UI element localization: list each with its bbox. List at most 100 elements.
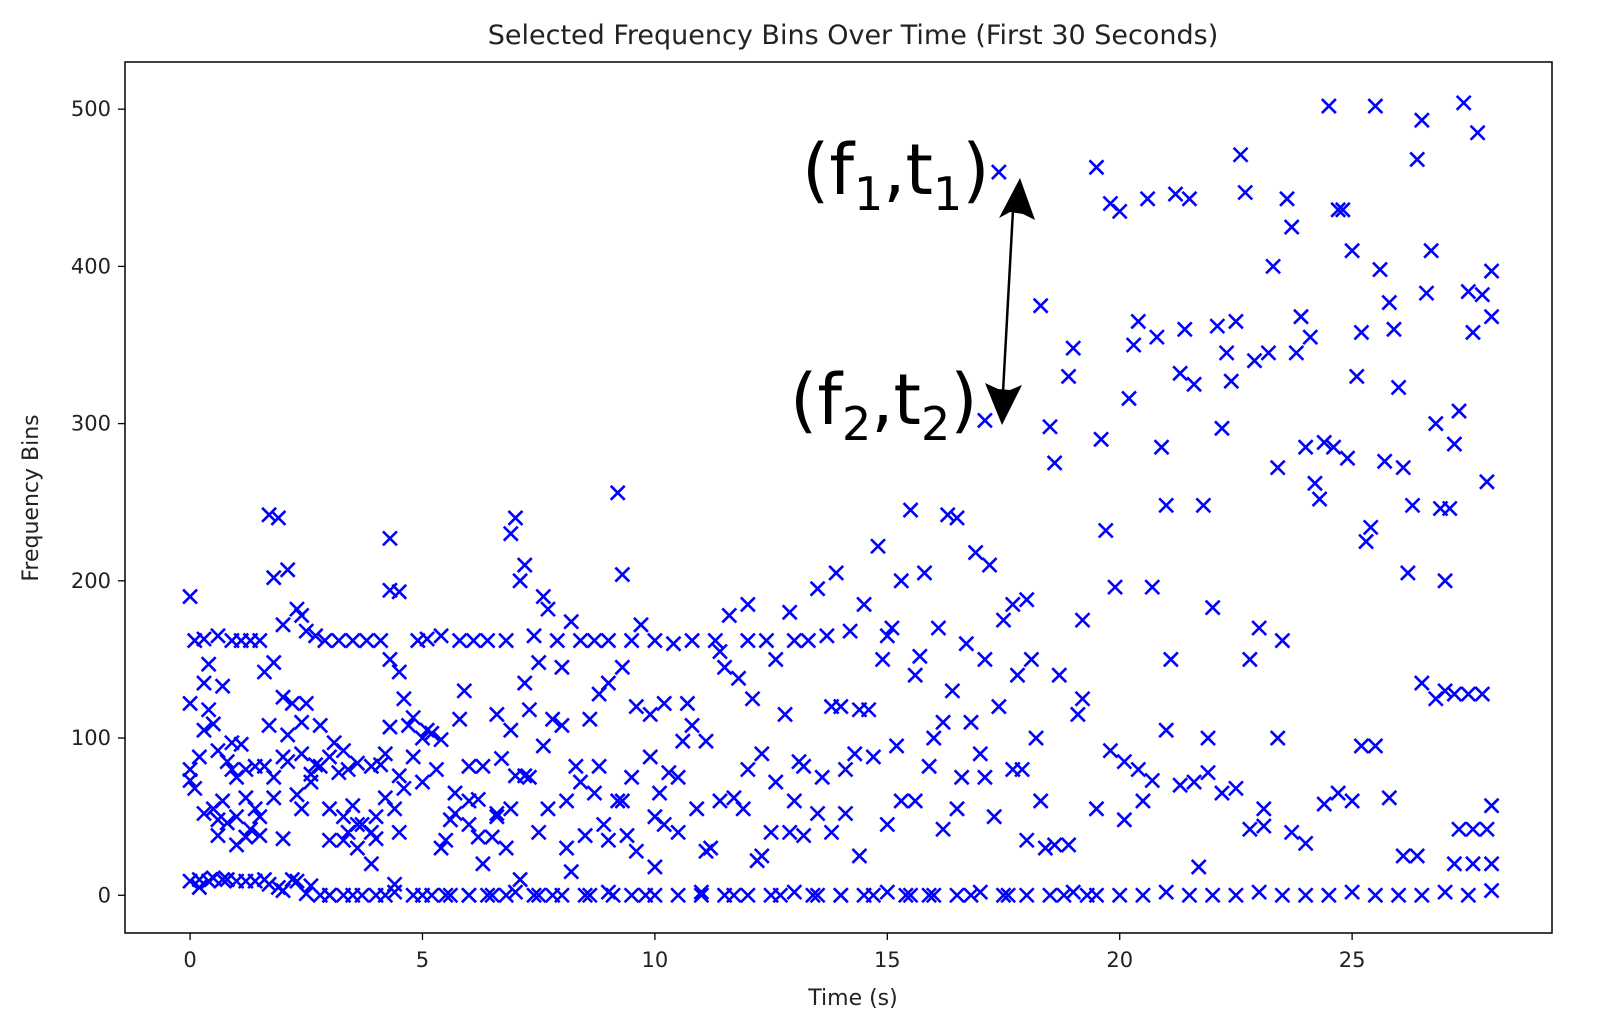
- data-point: [223, 761, 240, 778]
- data-point: [1162, 651, 1179, 668]
- x-tick-label: 0: [183, 948, 196, 972]
- data-point: [976, 769, 993, 786]
- data-point: [242, 821, 259, 838]
- data-point: [1195, 497, 1212, 514]
- data-point: [870, 538, 886, 555]
- data-point: [512, 572, 529, 589]
- data-point: [186, 780, 203, 797]
- data-point: [196, 722, 212, 739]
- data-point: [1218, 344, 1235, 361]
- data-point: [1204, 599, 1221, 616]
- data-point: [767, 774, 784, 790]
- data-point: [358, 632, 375, 649]
- data-point: [1176, 321, 1193, 338]
- data-point: [614, 566, 631, 583]
- data-point: [498, 632, 515, 649]
- data-point: [911, 648, 928, 665]
- data-point: [670, 769, 687, 786]
- data-point: [795, 827, 812, 844]
- data-point: [1353, 324, 1370, 341]
- data-point: [196, 675, 212, 691]
- data-point: [205, 715, 222, 732]
- data-point: [646, 632, 663, 649]
- data-point: [1093, 431, 1110, 448]
- data-point: [1339, 450, 1356, 467]
- data-point: [349, 755, 366, 772]
- data-point: [995, 887, 1012, 904]
- data-point: [1018, 887, 1035, 904]
- data-point: [1423, 242, 1440, 259]
- data-point: [972, 884, 989, 901]
- data-point: [949, 800, 965, 817]
- data-point: [344, 632, 361, 649]
- data-point: [502, 722, 519, 739]
- data-point: [1483, 308, 1500, 325]
- data-point: [609, 793, 626, 809]
- data-point: [1074, 690, 1091, 707]
- data-point: [419, 722, 436, 739]
- data-point: [1320, 887, 1337, 904]
- data-point: [279, 561, 296, 578]
- data-point: [1125, 337, 1142, 353]
- data-point: [1441, 500, 1458, 517]
- data-point: [753, 745, 770, 762]
- data-point: [939, 506, 956, 523]
- data-point: [382, 719, 398, 735]
- data-point: [279, 753, 296, 770]
- data-point: [516, 675, 533, 691]
- data-point: [182, 588, 198, 605]
- data-point: [1153, 439, 1170, 456]
- data-point: [935, 714, 952, 731]
- data-point: [1451, 821, 1467, 838]
- data-point: [1302, 329, 1319, 346]
- data-point: [251, 808, 268, 825]
- data-point: [656, 695, 673, 712]
- data-point: [419, 631, 436, 647]
- data-point: [1111, 203, 1128, 220]
- data-point: [265, 769, 282, 786]
- data-point: [1279, 190, 1295, 207]
- data-point: [558, 793, 575, 809]
- data-point: [990, 698, 1007, 715]
- data-point: [921, 758, 938, 775]
- svg-text:(f1,t1): (f1,t1): [802, 129, 990, 221]
- data-point: [1088, 800, 1105, 817]
- data-point: [237, 761, 254, 778]
- y-tick-label: 100: [71, 726, 111, 750]
- data-point: [502, 525, 519, 542]
- data-point: [1260, 344, 1277, 361]
- data-point: [739, 596, 756, 613]
- data-point: [1367, 98, 1384, 114]
- y-tick-label: 500: [71, 97, 111, 121]
- data-point: [228, 873, 245, 890]
- data-point: [739, 632, 756, 649]
- data-point: [795, 758, 812, 775]
- data-point: [1042, 887, 1058, 904]
- data-point: [1427, 415, 1444, 432]
- data-point: [567, 758, 584, 775]
- data-point: [1330, 201, 1347, 218]
- data-point: [1265, 258, 1282, 275]
- data-point: [656, 816, 673, 833]
- annotation-arrow: [985, 178, 1035, 425]
- data-point: [963, 714, 979, 731]
- data-point: [1446, 686, 1463, 702]
- data-point: [591, 758, 608, 775]
- data-point: [275, 830, 291, 847]
- data-point: [884, 620, 900, 636]
- data-point: [1209, 318, 1226, 335]
- data-point: [1283, 824, 1300, 841]
- data-point: [1320, 98, 1337, 114]
- x-tick-label: 20: [1106, 948, 1133, 972]
- data-point: [670, 887, 687, 904]
- data-point: [967, 544, 984, 561]
- data-point: [516, 767, 533, 784]
- data-point: [832, 887, 849, 904]
- data-point: [684, 632, 701, 649]
- data-point: [958, 635, 975, 652]
- data-point: [758, 632, 775, 649]
- data-point: [298, 623, 315, 640]
- y-tick-label: 300: [71, 412, 111, 436]
- data-point: [712, 643, 728, 660]
- data-point: [414, 774, 431, 790]
